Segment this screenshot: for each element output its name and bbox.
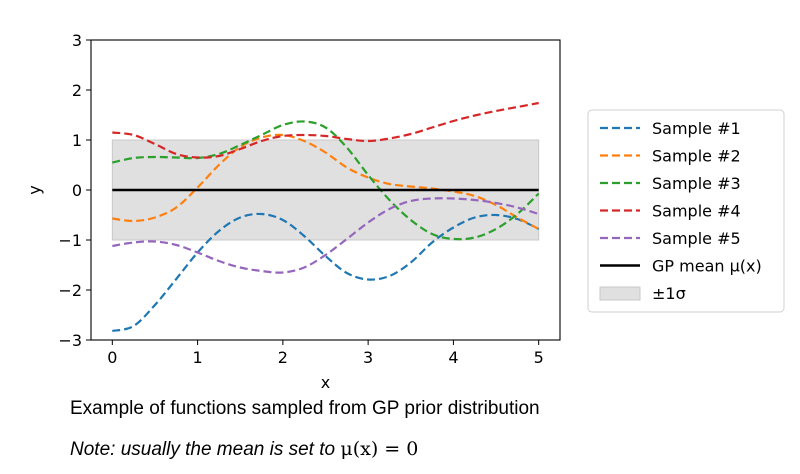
- x-tick-label-4: 4: [448, 348, 458, 367]
- series-line-sample-1: [112, 212, 540, 333]
- x-tick-label-5: 5: [534, 348, 544, 367]
- caption-note-math: μ(x) = 0: [340, 438, 419, 460]
- y-axis-label: y: [25, 185, 44, 194]
- x-tick-label-3: 3: [363, 348, 373, 367]
- x-tick-label-0: 0: [107, 348, 117, 367]
- legend-entry-2-label: Sample #2: [652, 147, 741, 166]
- series-line-sample-3: [112, 120, 540, 241]
- y-tick-label-1: 1: [72, 131, 82, 150]
- legend-entry-7-patch: [599, 286, 641, 301]
- x-tick-label-1: 1: [192, 348, 202, 367]
- x-tick-label-2: 2: [278, 348, 288, 367]
- legend-entry-7-label: ±1σ: [652, 284, 686, 303]
- legend-entry-1-label: Sample #1: [652, 119, 741, 138]
- series-line-sample-4: [112, 101, 539, 159]
- legend-entry-4-label: Sample #4: [652, 202, 741, 221]
- caption-note-text: Note: usually the mean is set to: [70, 439, 341, 460]
- x-axis-label: x: [321, 373, 330, 392]
- legend-entry-5-label: Sample #5: [652, 229, 741, 248]
- y-tick-label--3: −3: [58, 331, 82, 350]
- y-tick-label--1: −1: [58, 231, 82, 250]
- y-tick-label-3: 3: [72, 31, 82, 50]
- legend-entry-3-label: Sample #3: [652, 174, 741, 193]
- y-tick-label-0: 0: [72, 181, 82, 200]
- legend-entry-6-label: GP mean μ(x): [652, 257, 762, 276]
- caption-note: Note: usually the mean is set to μ(x) = …: [70, 438, 418, 461]
- y-tick-label-2: 2: [72, 81, 82, 100]
- legend-box: [587, 109, 785, 313]
- caption-title: Example of functions sampled from GP pri…: [70, 398, 540, 419]
- series-line-sample-5: [112, 197, 540, 274]
- y-tick-label--2: −2: [58, 281, 82, 300]
- series-line-sample-2: [112, 133, 540, 230]
